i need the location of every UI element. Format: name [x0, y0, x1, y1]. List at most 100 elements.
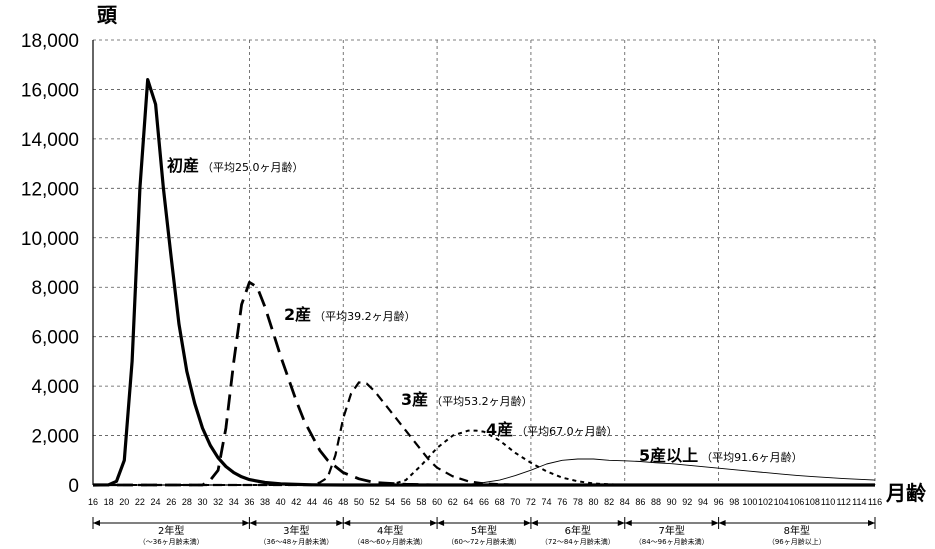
series-line-初産 [92, 78, 875, 487]
x-tick-label: 96 [714, 497, 724, 507]
series-line-4産 [93, 429, 875, 486]
x-tick-label: 80 [588, 497, 598, 507]
arrowhead-left [93, 520, 100, 526]
series-average-note: （平均39.2ヶ月齢） [314, 309, 416, 323]
age-type-range: （84〜96ヶ月齢未満） [635, 537, 709, 546]
grid [93, 39, 876, 485]
arrowhead-left [530, 520, 538, 526]
axes [92, 40, 875, 486]
age-type-name: 7年型 [658, 524, 684, 537]
x-tick-label: 62 [448, 497, 458, 507]
age-type-brackets: 2年型（〜36ヶ月齢未満） 3年型（36〜48ヶ月齢未満） 4年型（48〜60ヶ月齢… [92, 517, 876, 546]
age-type-name: 2年型 [158, 524, 184, 537]
series-name: 初産 [167, 156, 199, 175]
age-type-name: 5年型 [471, 524, 497, 537]
x-tick-label: 106 [789, 497, 804, 507]
series-average-note: （平均91.6ヶ月齢） [701, 450, 803, 464]
x-tick-label: 34 [229, 497, 239, 507]
x-tick-label: 18 [104, 497, 114, 507]
x-tick-label: 56 [401, 497, 411, 507]
series-line-5産以上 [93, 458, 876, 486]
x-axis-unit-label: 月齢 [885, 481, 927, 505]
series-name: 4産 [486, 420, 513, 439]
age-type-name: 4年型 [377, 524, 403, 537]
x-tick-label: 28 [182, 497, 192, 507]
y-tick-label: 6,000 [31, 328, 79, 349]
x-tick-label: 24 [151, 497, 161, 507]
x-tick-label: 70 [510, 497, 520, 507]
series-label: 初産 （平均25.0ヶ月齢） [167, 156, 304, 175]
x-tick-label: 22 [135, 497, 145, 507]
series-name: 5産以上 [639, 446, 698, 465]
x-tick-label: 42 [291, 497, 301, 507]
x-tick-label: 108 [805, 497, 820, 507]
x-tick-label: 52 [370, 497, 380, 507]
x-tick-label: 86 [635, 497, 645, 507]
arrowhead-left [437, 520, 445, 526]
series-labels: 初産 （平均25.0ヶ月齢） 2産 （平均39.2ヶ月齢） 3産 （平均53.2ヶ月齢） 4… [167, 156, 803, 465]
y-tick-label: 10,000 [21, 229, 79, 250]
series-label: 4産 （平均67.0ヶ月齢） [486, 420, 618, 439]
x-tick-label: 48 [338, 497, 348, 507]
age-type-name: 8年型 [784, 524, 810, 537]
x-tick-label: 32 [213, 497, 223, 507]
y-tick-label: 8,000 [31, 278, 79, 299]
x-tick-label: 100 [742, 497, 757, 507]
arrowhead-left [624, 520, 632, 526]
series-average-note: （平均67.0ヶ月齢） [516, 424, 618, 438]
series-average-note: （平均53.2ヶ月齢） [431, 394, 533, 408]
x-tick-label: 98 [729, 497, 739, 507]
x-tick-label: 38 [260, 497, 270, 507]
arrowhead-right [523, 520, 531, 526]
arrowhead-left [718, 520, 726, 526]
arrowhead-right [242, 520, 250, 526]
arrowhead-right [430, 520, 438, 526]
x-tick-label: 26 [166, 497, 176, 507]
x-tick-label: 82 [604, 497, 614, 507]
x-tick-label: 68 [495, 497, 505, 507]
y-tick-labels: 0 2,000 4,000 6,000 8,000 10,000 12,000 14,000 1… [21, 31, 79, 497]
series-average-note: （平均25.0ヶ月齢） [202, 160, 304, 174]
x-tick-label: 104 [774, 497, 789, 507]
x-tick-label: 114 [852, 497, 866, 507]
y-tick-label: 18,000 [21, 31, 79, 52]
x-tick-label: 78 [573, 497, 583, 507]
x-tick-label: 60 [432, 497, 442, 507]
x-tick-label: 30 [197, 497, 207, 507]
x-tick-label: 58 [416, 497, 426, 507]
x-tick-label: 76 [557, 497, 567, 507]
y-tick-label: 4,000 [31, 377, 79, 398]
y-tick-label: 12,000 [21, 179, 79, 200]
series-line-2産 [93, 280, 875, 487]
arrowhead-left [249, 520, 257, 526]
series-name: 3産 [401, 390, 428, 409]
age-type-range: （72〜84ヶ月齢未満） [541, 537, 615, 546]
x-tick-label: 92 [682, 497, 692, 507]
x-tick-label: 40 [276, 497, 286, 507]
age-type-range: （60〜72ヶ月齢未満） [447, 537, 521, 546]
x-tick-label: 110 [821, 497, 835, 507]
arrowhead-right [711, 520, 719, 526]
x-tick-label: 20 [119, 497, 129, 507]
y-tick-label: 2,000 [31, 427, 79, 448]
x-tick-labels: 16 18 20 22 24 26 28 30 32 34 36 38 40 42 44 46 48 50 52 54… [88, 497, 882, 507]
x-tick-label: 50 [354, 497, 364, 507]
y-axis-unit-label: 頭 [97, 3, 118, 27]
x-tick-label: 88 [651, 497, 661, 507]
x-tick-label: 66 [479, 497, 489, 507]
x-tick-label: 90 [667, 497, 677, 507]
age-type-range: （48〜60ヶ月齢未満） [353, 537, 427, 546]
age-type-range: （〜36ヶ月齢未満） [139, 537, 204, 546]
x-tick-label: 72 [526, 497, 536, 507]
series-line-3産 [93, 381, 875, 487]
x-tick-label: 112 [837, 497, 851, 507]
series-lines [92, 78, 876, 487]
series-label: 3産 （平均53.2ヶ月齢） [401, 390, 533, 409]
x-tick-label: 116 [868, 497, 882, 507]
series-name: 2産 [284, 305, 311, 324]
x-tick-label: 16 [88, 497, 98, 507]
arrowhead-right [336, 520, 344, 526]
age-type-name: 6年型 [565, 524, 591, 537]
x-tick-label: 94 [698, 497, 708, 507]
